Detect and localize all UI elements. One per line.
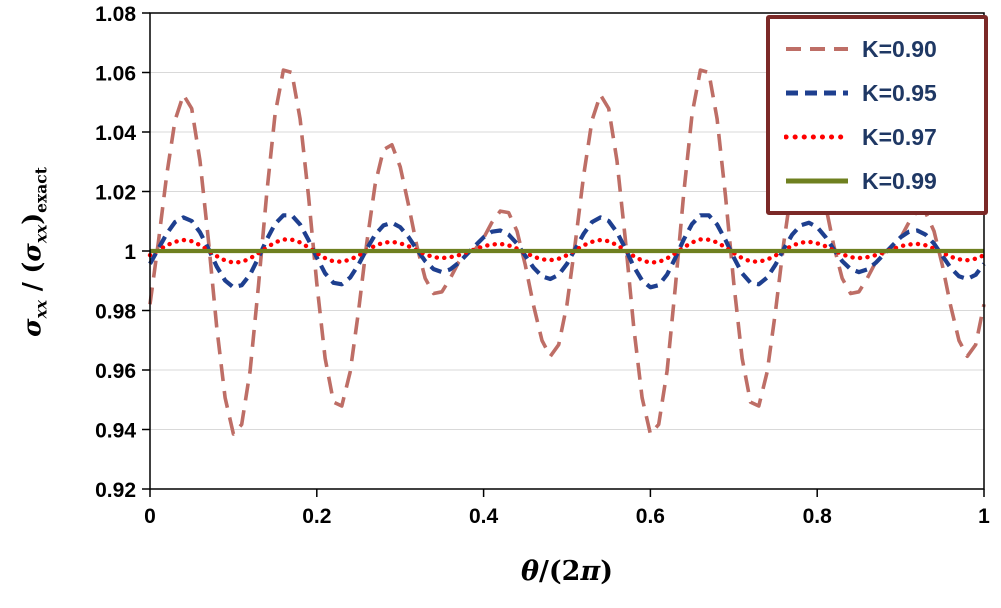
y-tick-label: 1.06 bbox=[95, 63, 136, 86]
x-tick-label: 0.8 bbox=[803, 505, 833, 528]
y-axis-sigma-2: σ bbox=[17, 243, 47, 262]
y-tick-label: 0.92 bbox=[95, 479, 136, 502]
legend-line-sample-k090 bbox=[786, 47, 848, 51]
y-axis-sub-xx: xx bbox=[31, 299, 51, 319]
x-tick-label: 0.4 bbox=[469, 505, 499, 528]
y-tick-label: 1 bbox=[124, 241, 136, 264]
y-tick-label: 1.04 bbox=[95, 122, 136, 145]
x-axis-theta: θ bbox=[521, 556, 540, 587]
legend-label: K=0.99 bbox=[862, 167, 937, 194]
legend-label: K=0.97 bbox=[862, 123, 937, 150]
y-tick-label: 1.08 bbox=[95, 3, 136, 26]
legend: K=0.90 K=0.95 K=0.97 K=0.99 bbox=[766, 15, 988, 215]
x-tick-label: 0 bbox=[144, 505, 156, 528]
y-axis-paren: ) bbox=[17, 212, 47, 225]
y-axis-title: σxx / (σxx)exact bbox=[18, 167, 51, 337]
series-line-k097 bbox=[147, 237, 987, 265]
y-tick-label: 0.96 bbox=[95, 360, 136, 383]
legend-item-k095: K=0.95 bbox=[784, 71, 984, 115]
legend-line-sample-k095 bbox=[786, 90, 848, 96]
legend-item-k090: K=0.90 bbox=[784, 27, 984, 71]
legend-line-sample-k097 bbox=[784, 134, 850, 140]
series-line-k090 bbox=[148, 68, 986, 436]
x-tick-label: 1 bbox=[978, 505, 990, 528]
legend-item-k099: K=0.99 bbox=[784, 159, 984, 203]
y-axis-sub-xx-2: xx bbox=[31, 224, 51, 244]
series-line-k095 bbox=[148, 213, 986, 290]
x-axis-title: θ/(2π) bbox=[521, 556, 613, 587]
y-axis-sigma: σ bbox=[17, 318, 47, 337]
y-tick-label: 1.02 bbox=[95, 182, 136, 205]
x-axis-pi: π bbox=[580, 556, 601, 587]
y-tick-label: 0.94 bbox=[95, 420, 136, 443]
x-axis-paren: ) bbox=[600, 556, 613, 587]
x-tick-label: 0.6 bbox=[636, 505, 665, 528]
y-axis-sub-exact: exact bbox=[31, 167, 51, 213]
y-tick-label: 0.98 bbox=[95, 301, 136, 324]
x-axis-rest: /(2 bbox=[539, 556, 581, 587]
legend-line-sample-k099 bbox=[786, 178, 848, 184]
legend-label: K=0.95 bbox=[862, 79, 937, 106]
legend-item-k097: K=0.97 bbox=[784, 115, 984, 159]
y-axis-divider: / ( bbox=[17, 261, 47, 300]
legend-label: K=0.90 bbox=[862, 35, 937, 62]
x-tick-label: 0.2 bbox=[302, 505, 331, 528]
